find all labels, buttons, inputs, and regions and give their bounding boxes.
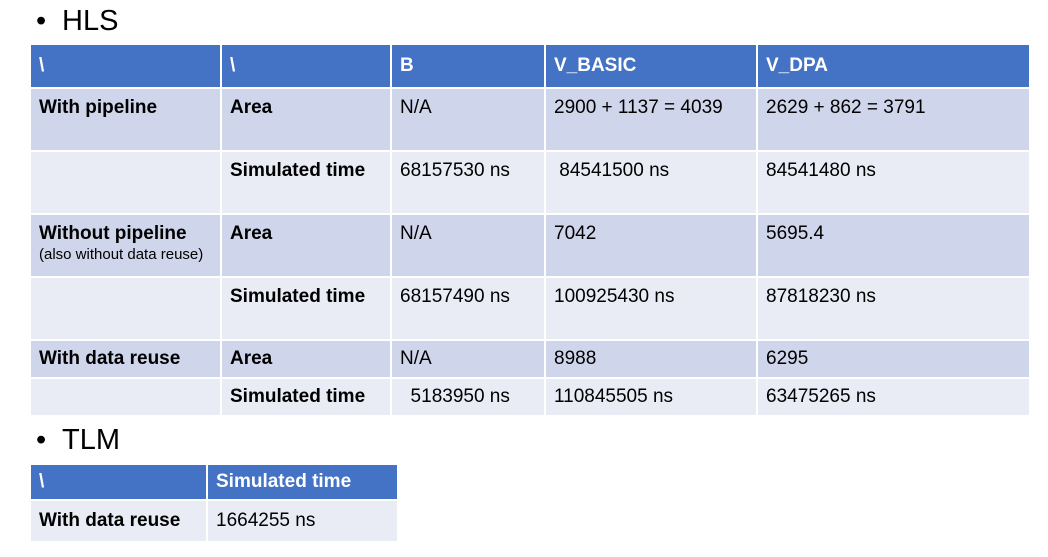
metric-label: Area <box>220 87 392 152</box>
metric-label: Simulated time <box>220 276 392 341</box>
hls-header-cell: V_BASIC <box>544 43 758 89</box>
group-label: Without pipeline <box>39 223 187 244</box>
tlm-heading-text: TLM <box>62 424 120 456</box>
hls-header-cell: B <box>390 43 546 89</box>
group-label-cell: Without pipeline (also without data reuse… <box>29 213 222 278</box>
tlm-row-label: With data reuse <box>29 499 208 543</box>
table-row: Simulated time 68157490 ns 100925430 ns … <box>29 276 1031 341</box>
bullet-icon: • <box>36 424 47 456</box>
metric-label: Area <box>220 213 392 278</box>
cell-v-basic: 8988 <box>544 339 758 379</box>
tlm-heading: • TLM <box>36 425 120 455</box>
cell-v-basic: 7042 <box>544 213 758 278</box>
cell-b: 68157530 ns <box>390 150 546 215</box>
table-row: With data reuse Area N/A 8988 6295 <box>29 339 1031 379</box>
group-label: With pipeline <box>29 87 222 152</box>
tlm-header-cell: Simulated time <box>206 463 399 501</box>
cell-v-basic: 100925430 ns <box>544 276 758 341</box>
hls-header-cell: \ <box>220 43 392 89</box>
cell-b: N/A <box>390 213 546 278</box>
cell-v-dpa: 2629 + 862 = 3791 <box>756 87 1031 152</box>
group-label <box>29 150 222 215</box>
group-label <box>29 276 222 341</box>
table-row: With data reuse 1664255 ns <box>29 499 399 543</box>
cell-v-basic: 2900 + 1137 = 4039 <box>544 87 758 152</box>
table-row: Simulated time 5183950 ns 110845505 ns 6… <box>29 377 1031 417</box>
metric-label: Simulated time <box>220 150 392 215</box>
tlm-row-value: 1664255 ns <box>206 499 399 543</box>
cell-v-dpa: 5695.4 <box>756 213 1031 278</box>
table-row: With pipeline Area N/A 2900 + 1137 = 403… <box>29 87 1031 152</box>
cell-b: 68157490 ns <box>390 276 546 341</box>
cell-b: N/A <box>390 339 546 379</box>
metric-label: Area <box>220 339 392 379</box>
cell-v-dpa: 84541480 ns <box>756 150 1031 215</box>
cell-v-dpa: 6295 <box>756 339 1031 379</box>
cell-v-dpa: 87818230 ns <box>756 276 1031 341</box>
bullet-icon: • <box>36 5 47 37</box>
group-sublabel: (also without data reuse) <box>39 246 204 263</box>
hls-heading: • HLS <box>36 6 118 36</box>
tlm-table: \ Simulated time With data reuse 1664255… <box>29 463 399 543</box>
hls-header-row: \ \ B V_BASIC V_DPA <box>29 43 1031 89</box>
metric-label: Simulated time <box>220 377 392 417</box>
tlm-header-cell: \ <box>29 463 208 501</box>
group-label <box>29 377 222 417</box>
cell-b: N/A <box>390 87 546 152</box>
hls-header-cell: V_DPA <box>756 43 1031 89</box>
cell-b: 5183950 ns <box>390 377 546 417</box>
cell-v-dpa: 63475265 ns <box>756 377 1031 417</box>
cell-v-basic: 84541500 ns <box>544 150 758 215</box>
cell-v-basic: 110845505 ns <box>544 377 758 417</box>
tlm-header-row: \ Simulated time <box>29 463 399 501</box>
hls-table: \ \ B V_BASIC V_DPA With pipeline Area N… <box>29 43 1031 417</box>
table-row: Simulated time 68157530 ns 84541500 ns 8… <box>29 150 1031 215</box>
table-row: Without pipeline (also without data reuse… <box>29 213 1031 278</box>
group-label: With data reuse <box>29 339 222 379</box>
hls-heading-text: HLS <box>62 5 119 37</box>
hls-header-cell: \ <box>29 43 222 89</box>
